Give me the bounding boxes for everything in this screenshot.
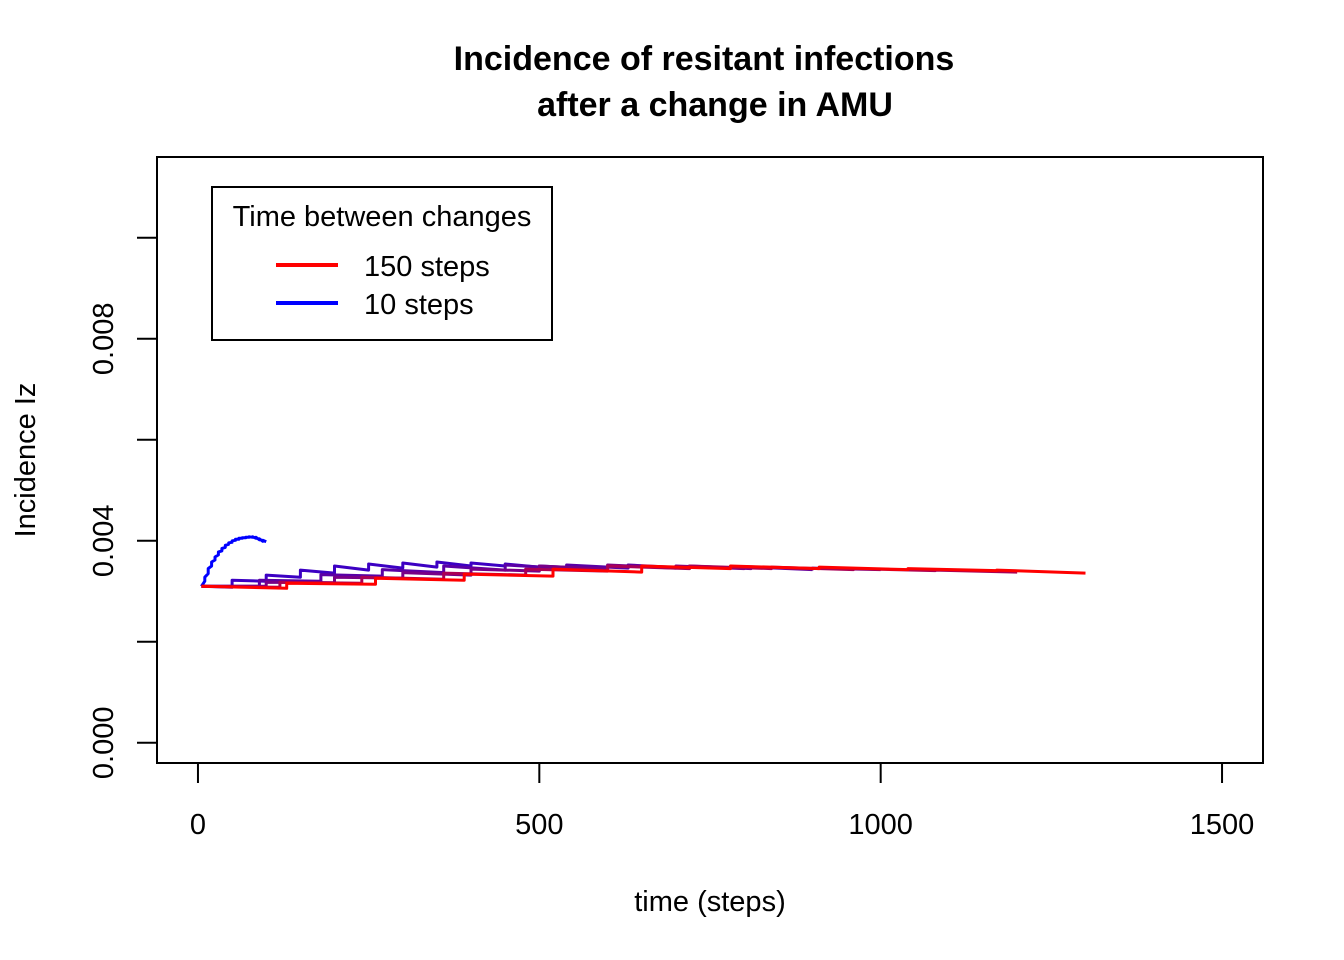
y-tick-label-4: 0.008 <box>88 303 120 376</box>
legend: Time between changes 150 steps 10 steps <box>211 186 553 341</box>
x-tick-label-2: 1000 <box>848 809 913 841</box>
series-line-0 <box>200 535 267 588</box>
y-tick-label-0: 0.000 <box>88 707 120 780</box>
series-line-5 <box>201 564 1086 590</box>
y-axis-label: Incidence Iz <box>10 383 42 538</box>
chart-title-line-1: Incidence of resitant infections <box>454 40 955 78</box>
legend-box <box>211 186 553 341</box>
legend-label-150-steps: 150 steps <box>364 251 490 283</box>
chart-title-line-2: after a change in AMU <box>537 86 893 124</box>
x-tick-label-3: 1500 <box>1190 809 1255 841</box>
x-axis: 0 500 1000 1500 <box>190 762 1255 841</box>
y-axis: 0.000 0.004 0.008 <box>88 236 158 780</box>
series-layer <box>200 535 1086 590</box>
x-axis-label: time (steps) <box>634 886 785 918</box>
x-tick-label-1: 500 <box>515 809 563 841</box>
y-tick-label-2: 0.004 <box>88 505 120 578</box>
x-tick-label-0: 0 <box>190 809 206 841</box>
legend-title: Time between changes <box>233 201 532 233</box>
legend-label-10-steps: 10 steps <box>364 289 474 321</box>
